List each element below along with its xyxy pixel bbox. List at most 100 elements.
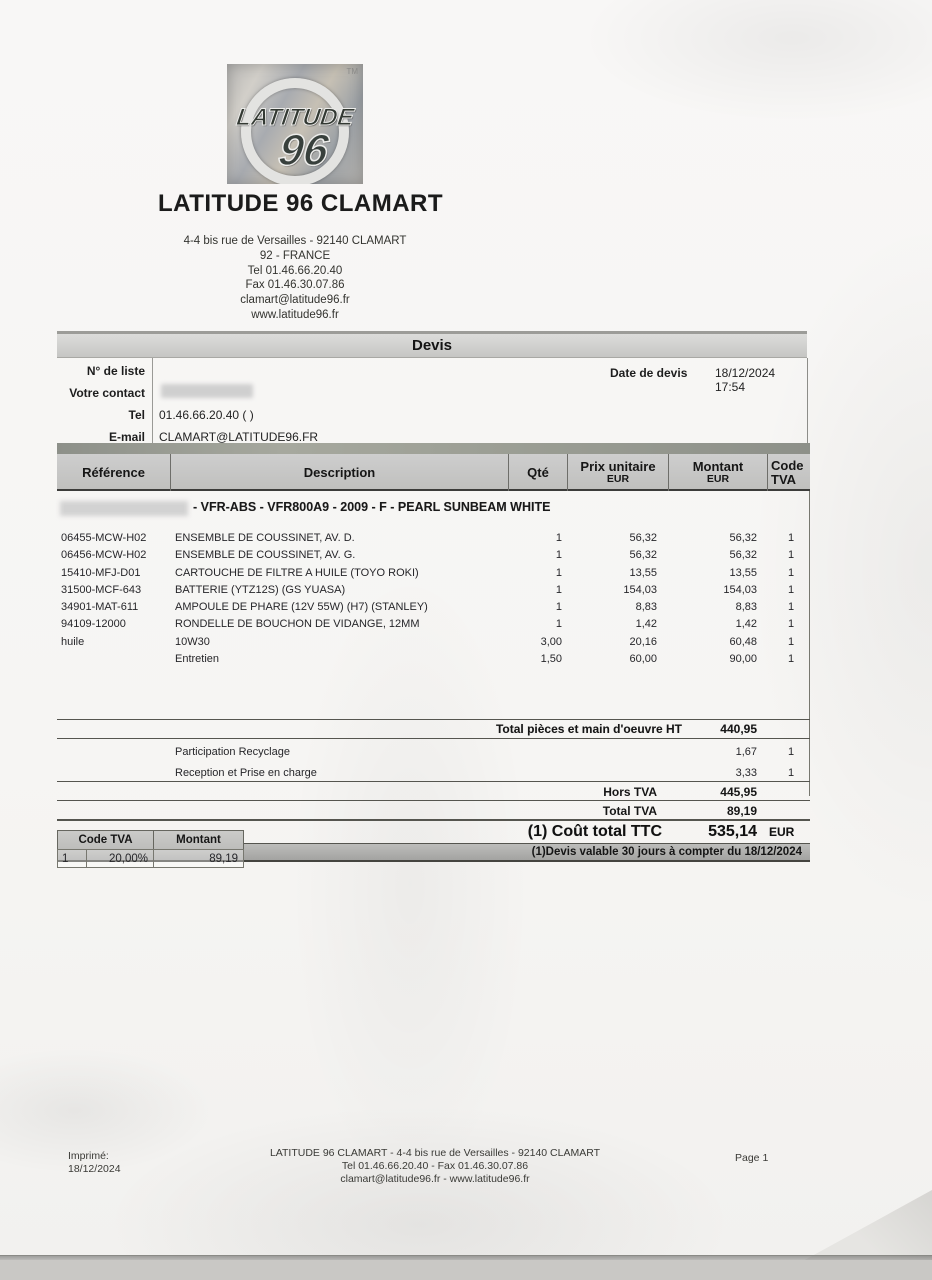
item-unit-price: 8,83 <box>635 601 657 614</box>
item-description: BATTERIE (YTZ12S) (GS YUASA) <box>175 583 346 596</box>
tva-header-code: Code TVA <box>57 830 154 850</box>
tva-summary-table: Code TVA Montant 1 20,00% 89,19 <box>57 830 244 869</box>
header-code-tva: Code TVA <box>767 454 810 491</box>
logo-number: 96 <box>275 125 332 176</box>
item-unit-price: 20,16 <box>629 635 657 648</box>
hors-tva-amount: 445,95 <box>720 785 757 799</box>
table-body: - VFR-ABS - VFR800A9 - 2009 - F - PEARL … <box>57 491 810 862</box>
table-top-band <box>57 443 810 454</box>
header-qty: Qté <box>508 454 567 491</box>
header-unit-price: Prix unitaire EUR <box>567 454 668 491</box>
item-qty: 1 <box>555 532 562 544</box>
item-qty: 1 <box>555 618 562 631</box>
item-unit-price: 1,42 <box>635 618 657 631</box>
item-qty: 3,00 <box>540 635 562 648</box>
item-unit-price: 56,32 <box>629 549 657 562</box>
header-description: Description <box>170 454 508 491</box>
footer-printed: Imprimé: 18/12/2024 <box>68 1150 121 1176</box>
date-de-devis-value: 18/12/2024 17:54 <box>715 366 776 394</box>
tva-row-rate: 20,00% <box>86 849 154 868</box>
extra-line-amount: 1,67 <box>735 746 757 758</box>
extra-line-tva: 1 <box>787 746 795 758</box>
item-description: 10W30 <box>175 635 210 648</box>
address-line: Tel 01.46.66.20.40 <box>247 264 343 277</box>
address-line: clamart@latitude96.fr <box>240 294 350 307</box>
tva-row-amount: 89,19 <box>153 849 244 868</box>
tva-header-amount: Montant <box>153 830 244 850</box>
grand-total-currency: EUR <box>769 825 795 839</box>
devis-title: Devis <box>411 337 453 354</box>
field-label-email: E-mail <box>108 430 145 444</box>
extra-line-tva: 1 <box>787 767 795 779</box>
printed-label: Imprimé: <box>68 1150 109 1162</box>
subtotal-label: Total pièces et main d'oeuvre HT <box>495 722 682 736</box>
extra-line-description: Reception et Prise en charge <box>175 767 317 779</box>
table-header-row: Référence Description Qté Prix unitaire E… <box>57 454 810 491</box>
field-value-email: CLAMART@LATITUDE96.FR <box>159 430 319 444</box>
field-value-tel: 01.46.66.20.40 ( ) <box>159 408 254 422</box>
item-tva-code: 1 <box>787 566 795 579</box>
item-unit-price: 13,55 <box>629 566 657 579</box>
extra-line-description: Participation Recyclage <box>175 746 290 758</box>
divider-line <box>57 819 810 821</box>
table-row: 15410-MFJ-D01 CARTOUCHE DE FILTRE A HUIL… <box>57 566 810 583</box>
photo-background-strip <box>0 1260 932 1280</box>
item-amount: 8,83 <box>735 601 757 614</box>
item-qty: 1 <box>555 566 562 579</box>
item-qty: 1 <box>555 549 562 562</box>
item-amount: 1,42 <box>735 618 757 631</box>
item-unit-price: 56,32 <box>629 532 657 544</box>
item-reference: huile <box>61 635 85 648</box>
total-tva-label: Total TVA <box>602 804 657 818</box>
item-description: CARTOUCHE DE FILTRE A HUILE (TOYO ROKI) <box>175 566 419 579</box>
validity-bar: (1)Devis valable 30 jours à compter du 1… <box>57 843 810 862</box>
item-description: ENSEMBLE DE COUSSINET, AV. D. <box>175 532 355 544</box>
extra-line-amount: 3,33 <box>735 767 757 779</box>
item-reference: 34901-MAT-611 <box>61 601 139 614</box>
vin-redacted <box>60 501 188 516</box>
contact-name-redacted <box>161 384 253 398</box>
item-qty: 1 <box>555 583 562 596</box>
label-divider <box>152 358 153 443</box>
table-row: huile 10W30 3,00 20,16 60,48 1 <box>57 635 810 652</box>
item-amount: 154,03 <box>723 583 757 596</box>
item-reference: 15410-MFJ-D01 <box>61 566 141 579</box>
divider-line <box>57 800 810 801</box>
item-reference: 06455-MCW-H02 <box>61 532 147 544</box>
item-amount: 56,32 <box>729 532 757 544</box>
item-description: ENSEMBLE DE COUSSINET, AV. G. <box>175 549 356 562</box>
divider-line <box>57 781 810 782</box>
total-tva-amount: 89,19 <box>726 804 757 818</box>
logo-ring-icon <box>241 78 349 184</box>
table-row: Entretien 1,50 60,00 90,00 1 <box>57 652 810 669</box>
item-tva-code: 1 <box>787 635 795 648</box>
logo-trademark: TM <box>346 67 358 76</box>
items-table: Référence Description Qté Prix unitaire E… <box>57 443 810 862</box>
item-tva-code: 1 <box>787 653 795 666</box>
subtotal-amount: 440,95 <box>720 722 757 736</box>
item-unit-price: 60,00 <box>629 653 657 666</box>
address-line: 4-4 bis rue de Versailles - 92140 CLAMAR… <box>183 235 407 247</box>
address-line: www.latitude96.fr <box>251 308 339 321</box>
company-address-block: 4-4 bis rue de Versailles - 92140 CLAMAR… <box>120 234 470 323</box>
hors-tva-label: Hors TVA <box>603 785 657 799</box>
validity-note: (1)Devis valable 30 jours à compter du 1… <box>531 846 802 858</box>
divider-line <box>57 719 810 720</box>
footer-line: clamart@latitude96.fr - www.latitude96.f… <box>340 1173 530 1185</box>
page-number: Page 1 <box>735 1152 769 1164</box>
item-description: Entretien <box>175 653 220 666</box>
item-reference: 31500-MCF-643 <box>61 583 142 596</box>
table-row: 06455-MCW-H02 ENSEMBLE DE COUSSINET, AV.… <box>57 531 810 548</box>
tva-row-code: 1 <box>57 849 87 868</box>
address-line: Fax 01.46.30.07.86 <box>245 279 345 292</box>
item-qty: 1 <box>555 601 562 614</box>
company-logo: LATITUDE 96 TM <box>227 64 363 184</box>
quote-info-block: N° de liste Votre contact Tel 01.46.66.2… <box>57 358 808 444</box>
header-reference: Référence <box>82 464 145 480</box>
table-row: 94109-12000 RONDELLE DE BOUCHON DE VIDAN… <box>57 617 810 634</box>
footer-company-info: LATITUDE 96 CLAMART - 4-4 bis rue de Ver… <box>235 1147 635 1186</box>
item-description: RONDELLE DE BOUCHON DE VIDANGE, 12MM <box>175 618 420 631</box>
grand-total-label: (1) Coût total TTC <box>527 823 662 840</box>
date-de-devis-label: Date de devis <box>610 366 688 380</box>
item-qty: 1,50 <box>540 653 562 666</box>
